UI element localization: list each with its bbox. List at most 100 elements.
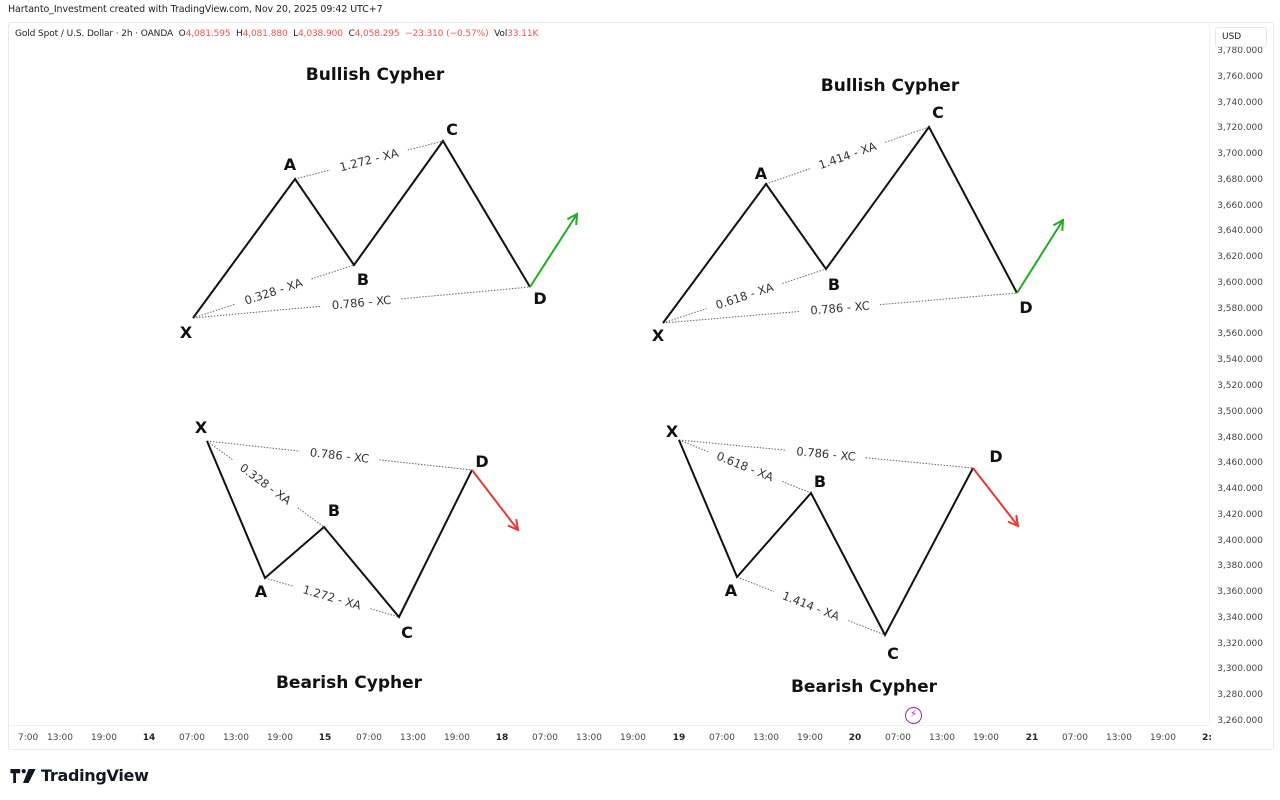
pattern-path[interactable] (192, 139, 531, 319)
time-tick: 19:00 (973, 733, 999, 743)
point-label-b: B (328, 501, 340, 520)
price-tick: 3,300.000 (1217, 664, 1263, 675)
point-label-a: A (755, 164, 768, 183)
up-arrow-icon (529, 213, 578, 288)
chart-credit: Hartanto_Investment created with Trading… (8, 4, 383, 15)
close-label: C (348, 29, 355, 39)
close-value: 4,058.295 (354, 29, 400, 39)
volume-value: 33.11K (507, 29, 539, 39)
point-label-b: B (357, 270, 369, 289)
harmonic-pattern-1[interactable]: 1.414 - XA 0.618 - XA 0.786 - XC X A B C D Bulli… (652, 76, 1065, 345)
pattern-title: Bearish Cypher (276, 673, 423, 693)
ratio-label: 1.414 - XA (817, 139, 879, 172)
time-tick: 07:00 (179, 733, 205, 743)
tradingview-logo: TradingView (10, 766, 149, 785)
ratio-line (297, 507, 325, 528)
time-tick: 07:00 (885, 733, 911, 743)
time-tick: 13:00 (929, 733, 955, 743)
ratio-line (782, 268, 827, 284)
point-label-c: C (401, 623, 413, 642)
high-value: 4,081.880 (242, 29, 288, 39)
price-tick: 3,740.000 (1217, 97, 1263, 108)
point-label-x: X (666, 422, 679, 441)
price-tick: 3,360.000 (1217, 587, 1263, 598)
price-axis[interactable]: 3,780.000 3,760.000 3,740.000 3,720.000 3,70… (1209, 23, 1273, 726)
point-label-c: C (446, 120, 458, 139)
ratio-label: 0.618 - XA (714, 280, 776, 312)
down-arrow-icon (471, 469, 519, 531)
point-label-x: X (195, 418, 208, 437)
point-label-a: A (255, 582, 268, 601)
point-label-b: B (828, 275, 840, 294)
time-tick: 2: (1202, 733, 1212, 743)
pattern-path[interactable] (662, 125, 1018, 324)
ratio-line (192, 305, 322, 319)
ratio-line (678, 439, 709, 453)
brand-name: TradingView (41, 766, 149, 785)
price-tick: 3,580.000 (1217, 303, 1263, 314)
price-tick: 3,660.000 (1217, 200, 1263, 211)
time-tick: 14 (142, 733, 156, 743)
open-label: O (178, 29, 186, 39)
price-tick: 3,780.000 (1217, 46, 1263, 56)
currency-button[interactable]: USD (1215, 27, 1267, 47)
price-tick: 3,560.000 (1217, 329, 1263, 340)
ratio-label: 0.786 - XC (810, 299, 870, 318)
open-value: 4,081.595 (185, 29, 231, 39)
price-tick: 3,280.000 (1217, 690, 1263, 701)
harmonic-pattern-2[interactable]: 0.786 - XC 0.328 - XA 1.272 - XA X A B C D Beari… (195, 418, 520, 693)
time-tick: 13:00 (1106, 733, 1132, 743)
arrow-head (507, 518, 520, 532)
time-tick: 13:00 (223, 733, 249, 743)
time-tick: 18 (495, 733, 509, 743)
time-tick: 07:00 (709, 733, 735, 743)
ratio-line (206, 440, 234, 461)
chart-plot-area[interactable]: 1.272 - XA 0.328 - XA 0.786 - XC X A B C D Bulli… (9, 23, 1209, 725)
ratio-label: 0.786 - XC (796, 444, 857, 464)
ratio-label: 1.272 - XA (301, 582, 363, 612)
price-tick: 3,600.000 (1217, 277, 1263, 288)
time-tick: 19 (672, 733, 686, 743)
low-value: 4,038.900 (298, 29, 343, 39)
price-tick: 3,680.000 (1217, 174, 1263, 185)
pattern-path[interactable] (206, 440, 473, 619)
time-tick: 13:00 (47, 733, 73, 743)
ratio-line (678, 439, 787, 451)
arrow-head (566, 212, 579, 226)
change-value: −23.310 (−0.57%) (405, 29, 489, 39)
chart-frame (8, 22, 1274, 750)
time-tick: 19:00 (620, 733, 646, 743)
symbol-name[interactable]: Gold Spot / U.S. Dollar · 2h · OANDA (15, 29, 174, 39)
ratio-line (662, 310, 801, 324)
time-axis[interactable]: 7:00 13:00 19:00 14 07:00 13:00 19:00 15 07:00 13… (9, 725, 1212, 749)
time-tick: 15 (318, 733, 332, 743)
high-label: H (236, 29, 243, 39)
pattern-path[interactable] (678, 439, 974, 638)
harmonic-pattern-0[interactable]: 1.272 - XA 0.328 - XA 0.786 - XC X A B C D Bulli… (180, 65, 579, 342)
price-tick: 3,700.000 (1217, 149, 1263, 160)
time-tick: 07:00 (356, 733, 382, 743)
ratio-line (379, 459, 473, 471)
ratio-line (848, 620, 886, 636)
lightning-icon[interactable]: ⚡ (905, 707, 922, 724)
ratio-line (401, 286, 531, 300)
ratio-line (264, 577, 294, 587)
ratio-line (736, 576, 774, 592)
ratio-line (370, 608, 400, 618)
tradingview-logo-icon (10, 768, 36, 783)
time-tick: 19:00 (797, 733, 823, 743)
ratio-line (206, 440, 300, 452)
time-tick: 21 (1025, 733, 1039, 743)
price-tick: 3,420.000 (1217, 509, 1263, 520)
harmonic-pattern-3[interactable]: 0.786 - XC 0.618 - XA 1.414 - XA X A B C D Beari… (666, 422, 1020, 697)
pattern-title: Bearish Cypher (791, 677, 938, 697)
pattern-title: Bullish Cypher (306, 65, 445, 85)
point-label-d: D (989, 447, 1002, 466)
price-tick: 3,380.000 (1217, 561, 1263, 572)
ratio-label: 1.414 - XA (780, 589, 841, 624)
price-tick: 3,620.000 (1217, 252, 1263, 263)
point-label-c: C (932, 103, 944, 122)
ratio-line (865, 457, 974, 469)
price-tick: 3,540.000 (1217, 355, 1263, 366)
price-tick: 3,400.000 (1217, 535, 1263, 546)
